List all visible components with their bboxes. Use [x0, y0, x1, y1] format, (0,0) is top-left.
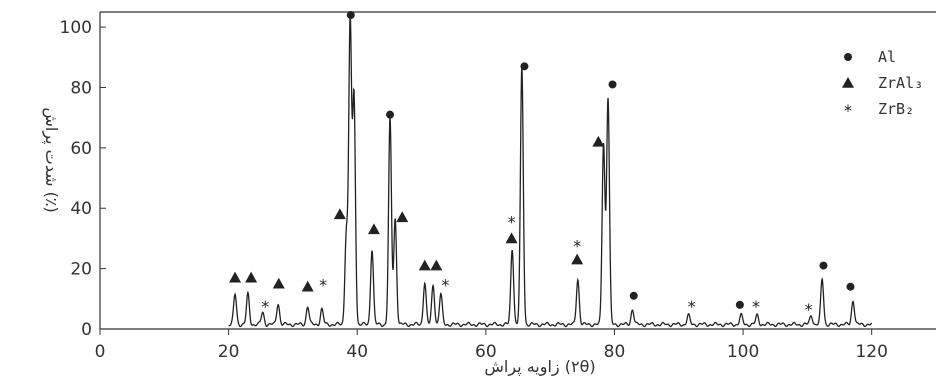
legend-label: ZrAl₃	[878, 74, 923, 92]
triangle-peak-marker	[333, 208, 346, 220]
triangle-peak-marker	[430, 259, 443, 271]
x-tick-label: 60	[475, 342, 497, 362]
x-axis-title: زاویه پراش (۲θ)	[484, 357, 595, 377]
triangle-peak-marker	[396, 211, 409, 223]
circle-peak-marker	[386, 110, 395, 119]
triangle-peak-marker	[245, 271, 258, 283]
star-peak-marker: *	[319, 276, 327, 295]
circle-peak-marker	[819, 261, 828, 270]
y-tick-label: 100	[60, 18, 92, 38]
legend-triangle-marker	[842, 77, 854, 88]
legend-star-marker: *	[844, 101, 852, 120]
xrd-pattern-line	[228, 14, 873, 328]
triangle-peak-marker	[272, 277, 285, 289]
y-tick-label: 80	[70, 78, 92, 98]
x-tick-label: 0	[95, 342, 106, 362]
y-axis-title: شدت پراش (٪)	[41, 107, 61, 212]
circle-peak-marker	[629, 291, 638, 300]
legend-label: ZrB₂	[878, 100, 914, 118]
y-axis-ticks: 0 20 40 60 80 100	[60, 18, 106, 340]
diffraction-series	[228, 14, 873, 328]
y-tick-label: 60	[70, 139, 92, 159]
triangle-peak-marker	[571, 253, 584, 265]
x-tick-label: 120	[855, 342, 887, 362]
circle-peak-marker	[846, 282, 855, 291]
star-peak-marker: *	[752, 297, 760, 316]
triangle-peak-marker	[505, 232, 518, 244]
x-axis-ticks: 0 20 40 60 80 100 120	[95, 329, 888, 362]
circle-peak-marker	[608, 80, 617, 89]
legend: Al ZrAl₃ * ZrB₂	[842, 48, 923, 120]
y-tick-label: 0	[81, 320, 92, 340]
triangle-peak-marker	[418, 259, 431, 271]
star-peak-marker: *	[688, 297, 696, 316]
star-peak-marker: *	[261, 297, 269, 316]
star-peak-marker: *	[805, 300, 813, 319]
triangle-peak-marker	[592, 135, 605, 147]
plot-frame	[99, 11, 936, 330]
triangle-peak-marker	[367, 223, 380, 235]
circle-peak-marker	[735, 300, 744, 309]
circle-peak-marker	[520, 62, 529, 71]
y-tick-label: 40	[70, 199, 92, 219]
circle-peak-marker	[346, 11, 355, 20]
star-peak-marker: *	[441, 276, 449, 295]
triangle-peak-marker	[301, 280, 314, 292]
star-peak-marker: *	[573, 236, 581, 255]
legend-label: Al	[878, 48, 896, 66]
y-tick-label: 20	[70, 260, 92, 280]
x-tick-label: 20	[218, 342, 240, 362]
star-peak-marker: *	[508, 212, 516, 231]
triangle-peak-marker	[229, 271, 242, 283]
legend-circle-marker	[844, 53, 852, 61]
x-tick-label: 100	[727, 342, 759, 362]
x-tick-label: 80	[604, 342, 626, 362]
x-tick-label: 40	[346, 342, 368, 362]
phase-markers: * * * * * * * *	[229, 11, 855, 319]
